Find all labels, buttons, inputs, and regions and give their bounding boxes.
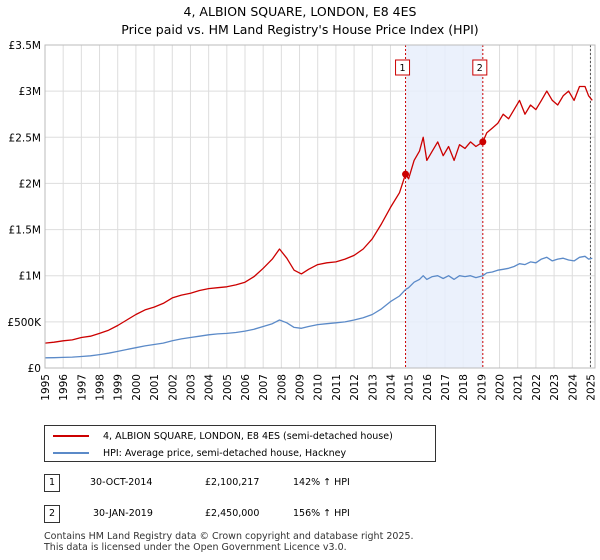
sale-row: 1 30-OCT-2014 £2,100,217 142% ↑ HPI bbox=[44, 474, 424, 494]
sale-hpi: 142% ↑ HPI bbox=[293, 477, 350, 488]
x-tick-label: 2008 bbox=[276, 374, 288, 401]
x-tick-label: 2022 bbox=[531, 374, 543, 401]
footer-license: This data is licensed under the Open Gov… bbox=[44, 542, 347, 553]
x-tick-label: 2023 bbox=[549, 374, 561, 401]
sale-badge: 1 bbox=[44, 474, 60, 492]
sale-marker bbox=[402, 170, 410, 178]
x-tick-label: 2000 bbox=[131, 374, 143, 401]
legend-label-hpi: HPI: Average price, semi-detached house,… bbox=[103, 447, 347, 459]
x-tick-label: 2004 bbox=[204, 374, 216, 401]
sale-label-text: 2 bbox=[477, 63, 483, 74]
property-price-line bbox=[44, 85, 593, 344]
y-tick-label: £2.5M bbox=[9, 132, 41, 144]
sale-date: 30-JAN-2019 bbox=[93, 508, 153, 519]
y-tick-label: £0 bbox=[28, 363, 41, 375]
x-tick-label: 1996 bbox=[58, 374, 70, 401]
x-tick-label: 2018 bbox=[458, 374, 470, 401]
sale-date: 30-OCT-2014 bbox=[90, 477, 153, 488]
x-tick-label: 2011 bbox=[331, 374, 343, 401]
chart-title: 4, ALBION SQUARE, LONDON, E8 4ES bbox=[183, 4, 417, 19]
y-tick-label: £1M bbox=[19, 271, 41, 283]
x-tick-label: 2017 bbox=[440, 374, 452, 401]
sale-hpi: 156% ↑ HPI bbox=[293, 508, 350, 519]
y-tick-label: £3.5M bbox=[9, 40, 41, 52]
x-tick-label: 2012 bbox=[349, 374, 361, 401]
x-tick-label: 2024 bbox=[567, 374, 579, 401]
x-tick-label: 2003 bbox=[185, 374, 197, 401]
x-tick-label: 2019 bbox=[476, 374, 488, 401]
sale-label-box bbox=[472, 59, 488, 76]
sale-label-text: 1 bbox=[400, 63, 406, 74]
plot-border bbox=[44, 44, 596, 369]
sale-price: £2,100,217 bbox=[205, 477, 260, 488]
sale-price: £2,450,000 bbox=[205, 508, 260, 519]
x-tick-label: 2001 bbox=[149, 374, 161, 401]
x-tick-label: 2009 bbox=[295, 374, 307, 401]
x-tick-label: 2002 bbox=[167, 374, 179, 401]
holding-period-span bbox=[405, 45, 483, 368]
x-tick-label: 2010 bbox=[313, 374, 325, 401]
sale-row: 2 30-JAN-2019 £2,450,000 156% ↑ HPI bbox=[44, 505, 424, 525]
y-tick-label: £1.5M bbox=[9, 225, 41, 237]
legend-swatch-property bbox=[53, 435, 89, 437]
sale-badge: 2 bbox=[44, 505, 60, 523]
x-tick-label: 2007 bbox=[258, 374, 270, 401]
x-tick-label: 2005 bbox=[222, 374, 234, 401]
sale-marker bbox=[479, 138, 487, 146]
x-tick-label: 2020 bbox=[495, 374, 507, 401]
legend-swatch-hpi bbox=[53, 452, 89, 454]
x-tick-label: 2006 bbox=[240, 374, 252, 401]
hpi-line bbox=[44, 255, 593, 359]
legend-label-property: 4, ALBION SQUARE, LONDON, E8 4ES (semi-d… bbox=[103, 430, 393, 442]
chart-subtitle: Price paid vs. HM Land Registry's House … bbox=[121, 22, 479, 37]
y-tick-label: £500K bbox=[7, 317, 42, 329]
x-tick-label: 1999 bbox=[113, 374, 125, 401]
x-tick-label: 2021 bbox=[513, 374, 525, 401]
x-tick-label: 2025 bbox=[585, 374, 597, 401]
legend-item-property: 4, ALBION SQUARE, LONDON, E8 4ES (semi-d… bbox=[53, 427, 393, 445]
x-tick-label: 1998 bbox=[95, 374, 107, 401]
x-tick-label: 1997 bbox=[76, 374, 88, 401]
legend-item-hpi: HPI: Average price, semi-detached house,… bbox=[53, 444, 346, 462]
y-tick-label: £2M bbox=[19, 178, 41, 190]
x-tick-label: 2013 bbox=[367, 374, 379, 401]
sale-label-box bbox=[395, 59, 411, 76]
footer: Contains HM Land Registry data © Crown c… bbox=[44, 531, 414, 553]
x-tick-label: 2014 bbox=[385, 374, 397, 401]
y-tick-label: £3M bbox=[19, 86, 41, 98]
x-tick-label: 1995 bbox=[40, 374, 52, 401]
x-tick-label: 2016 bbox=[422, 374, 434, 401]
x-tick-label: 2015 bbox=[404, 374, 416, 401]
price-chart: 1 2 1995 1996 1997 1998 1999 2000 2001 2002 2003 2… bbox=[7, 40, 597, 401]
chart-legend: 4, ALBION SQUARE, LONDON, E8 4ES (semi-d… bbox=[44, 425, 436, 462]
footer-copyright: Contains HM Land Registry data © Crown c… bbox=[44, 531, 414, 542]
